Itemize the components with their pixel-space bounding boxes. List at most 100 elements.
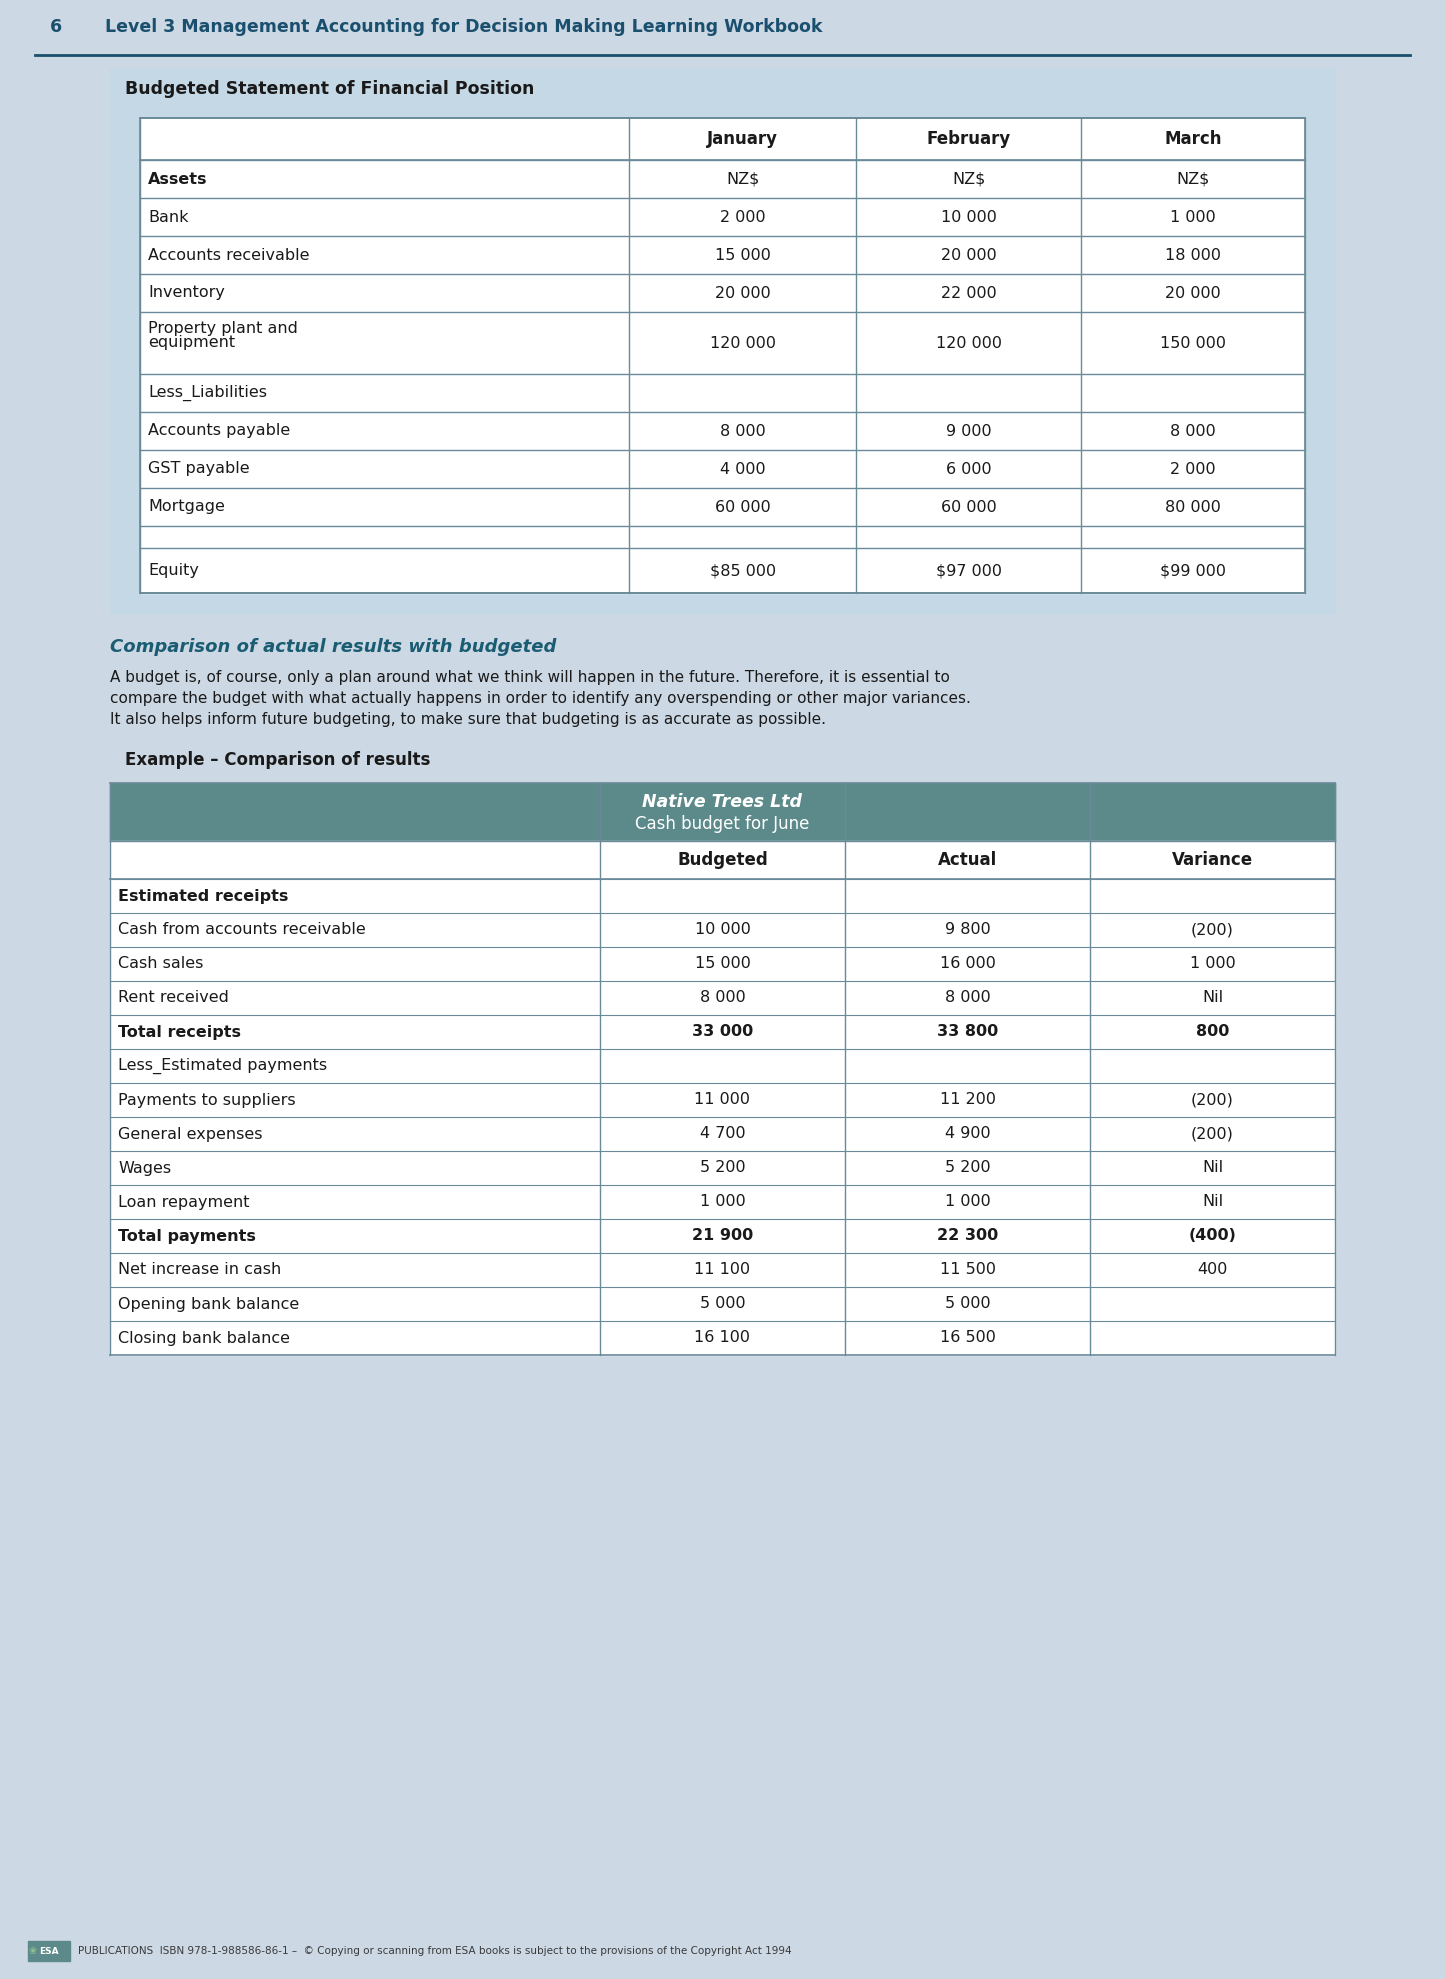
Text: Less_Liabilities: Less_Liabilities: [147, 384, 267, 402]
Text: Accounts payable: Accounts payable: [147, 424, 290, 439]
Text: 5 200: 5 200: [945, 1160, 990, 1176]
Text: March: March: [1165, 131, 1222, 148]
Text: Level 3 Management Accounting for Decision Making Learning Workbook: Level 3 Management Accounting for Decisi…: [105, 18, 822, 36]
Text: 5 000: 5 000: [699, 1296, 746, 1312]
Bar: [110, 784, 1335, 1356]
Bar: [27, 1941, 69, 1961]
Text: Net increase in cash: Net increase in cash: [118, 1263, 282, 1278]
Text: January: January: [708, 131, 779, 148]
Text: 2 000: 2 000: [720, 210, 766, 224]
Text: General expenses: General expenses: [118, 1126, 263, 1142]
Text: 1 000: 1 000: [699, 1195, 746, 1209]
Text: 1 000: 1 000: [1170, 210, 1217, 224]
Text: compare the budget with what actually happens in order to identify any overspend: compare the budget with what actually ha…: [110, 691, 971, 707]
Text: Wages: Wages: [118, 1160, 171, 1176]
Text: 8 000: 8 000: [945, 991, 990, 1005]
Text: Example – Comparison of results: Example – Comparison of results: [126, 750, 431, 770]
Text: 15 000: 15 000: [695, 956, 750, 972]
Text: 11 200: 11 200: [939, 1092, 996, 1108]
Text: NZ$: NZ$: [952, 172, 985, 186]
Text: February: February: [926, 131, 1011, 148]
Text: Opening bank balance: Opening bank balance: [118, 1296, 299, 1312]
Text: 4 000: 4 000: [720, 461, 766, 477]
Text: 10 000: 10 000: [695, 922, 750, 938]
Text: Cash budget for June: Cash budget for June: [636, 815, 809, 833]
Text: 22 000: 22 000: [941, 285, 997, 301]
Text: 11 000: 11 000: [695, 1092, 750, 1108]
Text: Less_Estimated payments: Less_Estimated payments: [118, 1059, 327, 1075]
Text: NZ$: NZ$: [727, 172, 760, 186]
Text: 16 500: 16 500: [939, 1330, 996, 1346]
Bar: [140, 119, 1305, 594]
Text: 400: 400: [1198, 1263, 1228, 1278]
Text: 4 700: 4 700: [699, 1126, 746, 1142]
Text: (200): (200): [1191, 1126, 1234, 1142]
Text: Inventory: Inventory: [147, 285, 225, 301]
Text: A budget is, of course, only a plan around what we think will happen in the futu: A budget is, of course, only a plan arou…: [110, 671, 949, 685]
Text: 1 000: 1 000: [945, 1195, 990, 1209]
Text: Nil: Nil: [1202, 1195, 1222, 1209]
Text: Nil: Nil: [1202, 1160, 1222, 1176]
Text: Property plant and: Property plant and: [147, 321, 298, 336]
Text: 1 000: 1 000: [1189, 956, 1235, 972]
Text: Loan repayment: Loan repayment: [118, 1195, 250, 1209]
Text: 8 000: 8 000: [1170, 424, 1217, 439]
Text: 6 000: 6 000: [946, 461, 991, 477]
Text: Total receipts: Total receipts: [118, 1025, 241, 1039]
Bar: [110, 67, 1335, 613]
Text: Cash sales: Cash sales: [118, 956, 204, 972]
Text: 2 000: 2 000: [1170, 461, 1217, 477]
Text: Actual: Actual: [938, 851, 997, 869]
Text: NZ$: NZ$: [1176, 172, 1209, 186]
Text: Total payments: Total payments: [118, 1229, 256, 1243]
Text: Budgeted: Budgeted: [678, 851, 767, 869]
Bar: [110, 841, 1335, 879]
Text: Assets: Assets: [147, 172, 208, 186]
Text: Variance: Variance: [1172, 851, 1253, 869]
Text: 15 000: 15 000: [715, 247, 770, 263]
Text: Mortgage: Mortgage: [147, 499, 225, 515]
Text: 5 200: 5 200: [699, 1160, 746, 1176]
Text: ❀: ❀: [29, 1945, 38, 1955]
Text: Cash from accounts receivable: Cash from accounts receivable: [118, 922, 366, 938]
Text: 20 000: 20 000: [715, 285, 770, 301]
Text: 33 000: 33 000: [692, 1025, 753, 1039]
Text: Nil: Nil: [1202, 991, 1222, 1005]
Text: 16 000: 16 000: [939, 956, 996, 972]
Text: 4 900: 4 900: [945, 1126, 990, 1142]
Text: (200): (200): [1191, 1092, 1234, 1108]
Text: Estimated receipts: Estimated receipts: [118, 889, 289, 904]
Text: Closing bank balance: Closing bank balance: [118, 1330, 290, 1346]
Text: Comparison of actual results with budgeted: Comparison of actual results with budget…: [110, 637, 556, 655]
Text: 22 300: 22 300: [936, 1229, 998, 1243]
Text: 10 000: 10 000: [941, 210, 997, 224]
Text: 11 500: 11 500: [939, 1263, 996, 1278]
Text: Budgeted Statement of Financial Position: Budgeted Statement of Financial Position: [126, 79, 535, 99]
Text: 80 000: 80 000: [1165, 499, 1221, 515]
Bar: [110, 879, 1335, 1356]
Bar: [140, 119, 1305, 594]
Text: GST payable: GST payable: [147, 461, 250, 477]
Text: (200): (200): [1191, 922, 1234, 938]
Text: $97 000: $97 000: [936, 562, 1001, 578]
Text: (400): (400): [1189, 1229, 1237, 1243]
Text: 120 000: 120 000: [709, 336, 776, 350]
Text: It also helps inform future budgeting, to make sure that budgeting is as accurat: It also helps inform future budgeting, t…: [110, 712, 827, 726]
Text: 9 000: 9 000: [946, 424, 991, 439]
Text: 9 800: 9 800: [945, 922, 990, 938]
Text: 16 100: 16 100: [695, 1330, 750, 1346]
Text: 11 100: 11 100: [695, 1263, 750, 1278]
Bar: [110, 784, 1335, 841]
Text: Accounts receivable: Accounts receivable: [147, 247, 309, 263]
Text: Bank: Bank: [147, 210, 188, 224]
Text: ESA: ESA: [39, 1947, 59, 1955]
Text: 120 000: 120 000: [936, 336, 1001, 350]
Text: equipment: equipment: [147, 336, 236, 350]
Text: 800: 800: [1196, 1025, 1230, 1039]
Text: 6: 6: [51, 18, 62, 36]
Text: Rent received: Rent received: [118, 991, 228, 1005]
Text: 33 800: 33 800: [936, 1025, 998, 1039]
Text: 150 000: 150 000: [1160, 336, 1227, 350]
Text: Payments to suppliers: Payments to suppliers: [118, 1092, 296, 1108]
Text: 20 000: 20 000: [941, 247, 997, 263]
